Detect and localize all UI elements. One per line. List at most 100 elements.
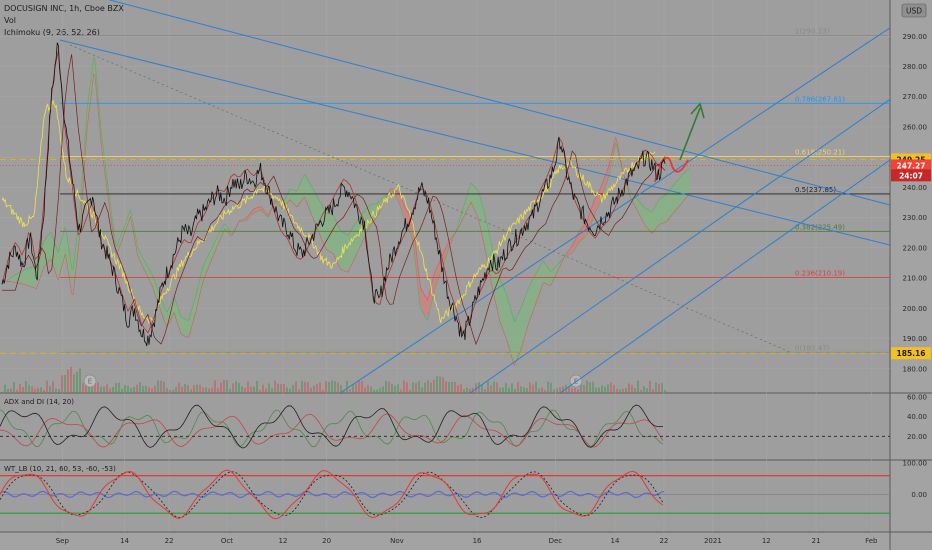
volume-bar (412, 382, 414, 393)
trend-line (59, 39, 890, 246)
volume-bar (190, 389, 192, 393)
symbol-title: DOCUSIGN INC, 1h, Cboe BZX (4, 4, 124, 13)
volume-bar (628, 383, 630, 393)
volume-bar (55, 388, 57, 393)
volume-bar (385, 380, 387, 393)
fib-level-label: 0.786(267.81) (795, 95, 845, 103)
volume-bar (148, 387, 150, 393)
volume-bar (529, 382, 531, 393)
volume-bar (547, 381, 549, 393)
ichimoku-cloud (657, 197, 663, 227)
time-tick-label: 14 (120, 537, 129, 545)
volume-bar (70, 366, 72, 393)
ichimoku-cloud (212, 236, 218, 257)
volume-bar (586, 380, 588, 393)
volume-bar (136, 384, 138, 393)
volume-bar (235, 381, 237, 393)
volume-bar (433, 379, 435, 393)
volume-bar (541, 387, 543, 393)
ichimoku-conversion-line (1, 50, 666, 336)
volume-bar (106, 384, 108, 393)
di-minus-line (0, 413, 664, 448)
ichimoku-cloud (680, 171, 686, 205)
trend-line (339, 27, 890, 393)
di-plus-line (0, 409, 664, 448)
volume-bar (43, 389, 45, 393)
ichimoku-base-line (2, 54, 666, 346)
volume-bar (451, 381, 453, 393)
ichimoku-cloud (15, 271, 21, 284)
volume-bar (115, 382, 117, 393)
volume-bar (415, 383, 417, 393)
diagonal-dotted-line (69, 44, 791, 353)
volume-bar (268, 383, 270, 393)
volume-bar (202, 387, 204, 393)
wt-tick-label: 100.00 (903, 460, 928, 468)
volume-bar (34, 388, 36, 393)
time-axis-panel (0, 532, 890, 550)
volume-bar (502, 387, 504, 393)
trend-line (559, 159, 890, 393)
ichimoku-cloud (511, 310, 516, 363)
volume-bar (394, 385, 396, 393)
volume-bar (172, 389, 174, 393)
ichimoku-cloud (323, 207, 328, 251)
volume-bar (664, 389, 666, 393)
volume-bar (559, 387, 561, 393)
ichimoku-cloud (648, 209, 654, 232)
price-tick-label: 220.00 (903, 244, 928, 252)
ichimoku-cloud (639, 201, 645, 224)
ichimoku-cloud (579, 224, 585, 242)
volume-bar (301, 380, 303, 393)
ichimoku-cloud (644, 207, 649, 230)
ichimoku-cloud (327, 213, 333, 253)
volume-bar (13, 381, 15, 393)
adx-line (0, 404, 664, 449)
volume-bar (391, 384, 393, 393)
ichimoku-cloud (350, 224, 356, 267)
ichimoku-cloud (685, 168, 690, 199)
volume-bar (643, 386, 645, 393)
volume-bar (454, 381, 456, 393)
ichimoku-cloud (433, 265, 438, 297)
volume-bar (424, 382, 426, 393)
volume-bar (574, 388, 576, 393)
volume-bar (304, 381, 306, 393)
volume-bar (22, 386, 24, 393)
volume-bar (100, 386, 102, 393)
ichimoku-cloud (368, 204, 374, 228)
ichimoku-cloud (190, 299, 195, 333)
volume-bar (637, 380, 639, 393)
price-tag (891, 347, 931, 360)
volume-bar (349, 389, 351, 393)
trend-line (469, 98, 890, 393)
ichimoku-cloud (61, 231, 67, 268)
volume-bar (37, 388, 39, 393)
volume-bar (481, 384, 483, 393)
ichimoku-cloud (538, 260, 544, 296)
price-tag (891, 159, 931, 172)
ichimoku-cloud (20, 269, 25, 285)
volume-bar (298, 389, 300, 393)
ichimoku-span-a (1, 56, 691, 323)
ichimoku-cloud (547, 267, 553, 285)
volume-bar (589, 382, 591, 393)
ichimoku-cloud (423, 294, 429, 316)
volume-bar (463, 389, 465, 393)
volume-bar (211, 387, 213, 393)
volume-bar (361, 380, 363, 393)
volume-bar (322, 389, 324, 393)
volume-bar (79, 368, 81, 393)
volume-bar (364, 387, 366, 393)
ichimoku-cloud (66, 231, 71, 288)
volume-bar (223, 380, 225, 393)
volume-bar (19, 383, 21, 393)
volume-bar (550, 382, 552, 393)
price-series-line (1, 42, 666, 347)
volume-bar (445, 381, 447, 393)
volume-bar (376, 389, 378, 393)
ichimoku-cloud (11, 274, 16, 283)
wt1-line (0, 469, 664, 520)
ichimoku-cloud (162, 301, 168, 328)
